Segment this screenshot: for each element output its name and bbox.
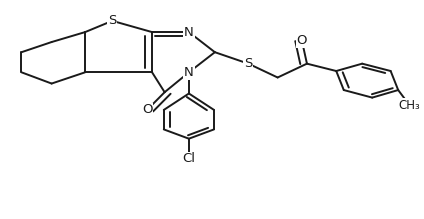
Text: Cl: Cl (182, 152, 195, 165)
Text: S: S (244, 57, 253, 70)
Text: N: N (184, 66, 194, 79)
Text: S: S (108, 14, 117, 27)
Text: O: O (142, 103, 152, 117)
Text: O: O (297, 34, 307, 47)
Text: N: N (184, 26, 194, 39)
Text: CH₃: CH₃ (399, 99, 420, 112)
